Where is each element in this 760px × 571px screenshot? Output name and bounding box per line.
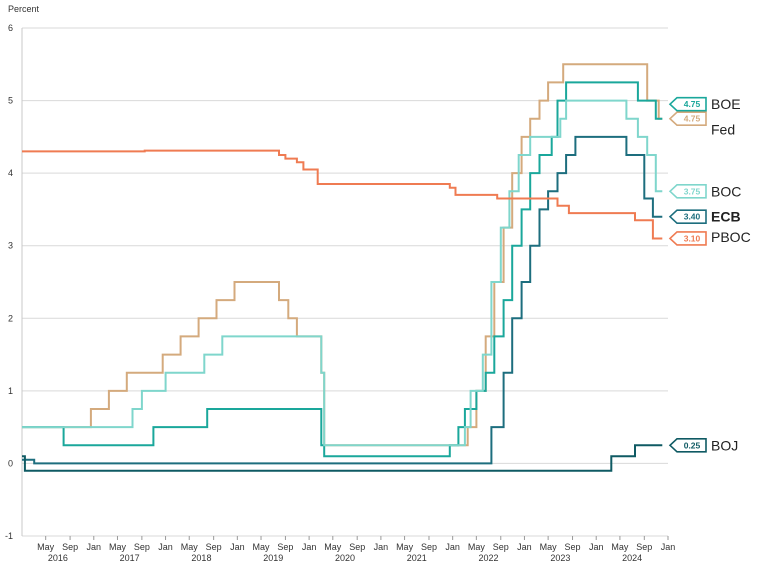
value-label-pboc: 3.10	[684, 233, 701, 243]
year-label: 2019	[263, 553, 283, 563]
x-tick-label: Jan	[517, 542, 532, 552]
x-tick-label: Sep	[206, 542, 222, 552]
year-label: 2021	[407, 553, 427, 563]
x-tick-label: Sep	[421, 542, 437, 552]
year-label: 2018	[191, 553, 211, 563]
year-label: 2017	[120, 553, 140, 563]
value-label-fed: 4.75	[684, 114, 701, 124]
x-tick-label: Sep	[62, 542, 78, 552]
value-box-ecb	[668, 209, 707, 224]
y-tick-label: 0	[8, 458, 13, 468]
x-tick-label: Jan	[445, 542, 460, 552]
y-tick-label: 1	[8, 386, 13, 396]
x-tick-label: Sep	[349, 542, 365, 552]
x-tick-label: May	[109, 542, 127, 552]
series-line-boc	[22, 99, 663, 447]
x-tick-label: May	[37, 542, 55, 552]
series-name-pboc: PBOC	[711, 229, 751, 245]
year-label: 2023	[550, 553, 570, 563]
x-tick-label: Sep	[277, 542, 293, 552]
value-box-boj	[668, 437, 707, 453]
x-tick-label: May	[468, 542, 486, 552]
y-axis-label: Percent	[8, 4, 40, 14]
x-axis-ticks: May Sep Jan May Sep Jan May Sep Jan May Sep Jan May S…	[37, 536, 675, 563]
x-tick-label: May	[540, 542, 558, 552]
value-box-pboc	[668, 231, 707, 246]
y-axis-ticks: -1 0 1 2 3 4 5 6	[5, 23, 13, 541]
y-tick-label: 6	[8, 23, 13, 33]
value-label-boj: 0.25	[684, 440, 701, 450]
value-box-boe	[668, 96, 707, 112]
x-tick-label: Jan	[87, 542, 102, 552]
series-line-boe	[22, 81, 663, 458]
y-tick-label: 3	[8, 241, 13, 251]
x-tick-label: Jan	[589, 542, 604, 552]
x-tick-label: Jan	[302, 542, 317, 552]
x-tick-label: Jan	[158, 542, 173, 552]
year-label: 2020	[335, 553, 355, 563]
series-name-fed: Fed	[711, 122, 735, 138]
y-tick-label: -1	[5, 531, 13, 541]
year-label: 2022	[479, 553, 499, 563]
value-label-boe: 4.75	[684, 99, 701, 109]
x-tick-label: May	[324, 542, 342, 552]
x-tick-label: Sep	[493, 542, 509, 552]
year-label: 2016	[48, 553, 68, 563]
x-tick-label: May	[253, 542, 271, 552]
x-tick-label: Jan	[374, 542, 389, 552]
series-line-boj	[22, 444, 663, 472]
x-tick-label: May	[396, 542, 414, 552]
year-label: 2024	[622, 553, 642, 563]
x-tick-label: May	[611, 542, 629, 552]
y-tick-label: 5	[8, 96, 13, 106]
x-tick-label: Sep	[636, 542, 652, 552]
y-tick-label: 2	[8, 313, 13, 323]
series-name-boc: BOC	[711, 183, 741, 199]
series-line-pboc	[22, 149, 663, 240]
x-tick-label: Jan	[230, 542, 245, 552]
x-tick-label: May	[181, 542, 199, 552]
value-label-boc: 3.75	[684, 186, 701, 196]
gridlines	[21, 27, 668, 537]
value-box-boc	[668, 183, 707, 199]
x-tick-label: Sep	[565, 542, 581, 552]
end-labels: 4.75 Fed 4.75 BOE 3.75 BOC 3.40 ECB 3.10 PBOC 0.25…	[668, 96, 751, 453]
series-name-boe: BOE	[711, 96, 741, 112]
series-line-ecb	[22, 135, 663, 465]
series-name-boj: BOJ	[711, 437, 738, 453]
x-tick-label: Jan	[661, 542, 676, 552]
value-label-ecb: 3.40	[684, 212, 701, 222]
y-tick-label: 4	[8, 168, 13, 178]
x-tick-label: Sep	[134, 542, 150, 552]
value-box-fed	[668, 111, 707, 127]
series-lines	[22, 63, 663, 472]
series-line-fed	[22, 63, 663, 447]
series-name-ecb: ECB	[711, 209, 741, 225]
